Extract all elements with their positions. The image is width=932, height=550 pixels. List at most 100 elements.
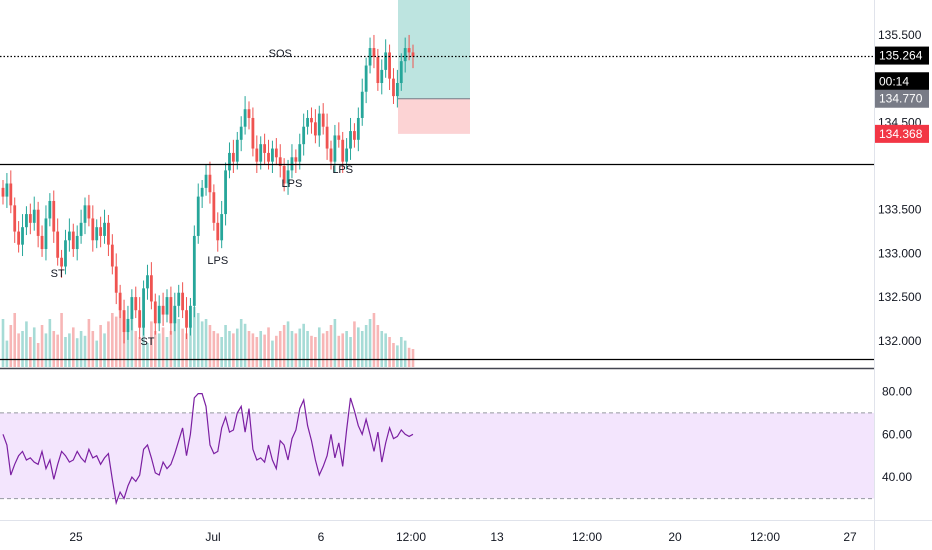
time-tick-label: 6: [318, 530, 325, 544]
volume-bar: [235, 328, 239, 367]
volume-bar: [1, 319, 5, 367]
candle-body: [28, 214, 32, 223]
candle-body: [52, 200, 56, 232]
volume-bar: [157, 333, 161, 367]
candle-body: [138, 310, 142, 328]
volume-bar: [111, 313, 114, 367]
volume-bar: [314, 337, 317, 367]
candle-body: [212, 192, 216, 223]
volume-bar: [290, 331, 294, 367]
volume-bar: [142, 325, 145, 367]
annotation-label: ST: [140, 336, 154, 348]
candle-body: [79, 222, 83, 236]
price-box: [875, 89, 929, 108]
volume-bar: [267, 327, 270, 367]
candle-body: [259, 144, 263, 162]
candle-body: [36, 209, 40, 236]
candle-body: [153, 301, 157, 324]
volume-bar: [396, 345, 399, 367]
candle-body: [67, 231, 71, 241]
candle-body: [114, 266, 118, 293]
candle-body: [177, 292, 181, 306]
volume-bar: [169, 331, 173, 367]
candle-body: [189, 305, 192, 328]
candle-body: [403, 48, 407, 62]
annotation-label: ST: [51, 268, 65, 280]
volume-bar: [239, 319, 243, 367]
volume-bar: [193, 307, 196, 367]
time-tick-label: Jul: [205, 530, 220, 544]
rsi-line[interactable]: [2, 393, 414, 506]
price-box: [875, 124, 929, 143]
candle-body: [161, 305, 165, 315]
volume-bar: [79, 331, 83, 367]
candle-body: [110, 244, 114, 267]
candle-body: [376, 56, 380, 84]
candle-body: [130, 297, 134, 319]
candle-body: [44, 218, 48, 250]
candle-body: [368, 48, 372, 66]
rsi-tick-label: 40.00: [882, 470, 912, 484]
volume-bar: [388, 337, 391, 367]
price-tick-label: 133.000: [878, 246, 922, 260]
candle-body: [204, 174, 208, 188]
volume-bar: [13, 313, 17, 367]
price-box: [875, 72, 929, 91]
rsi-axis[interactable]: 80.00 60.00 40.00: [882, 384, 912, 484]
volume-bar: [126, 325, 130, 367]
volume-bar: [306, 331, 309, 367]
volume-bar: [411, 349, 415, 367]
rsi-tick-label: 80.00: [882, 384, 912, 398]
volume-bar: [181, 328, 184, 367]
horizontal-levels[interactable]: [0, 55, 874, 361]
candle-body: [392, 78, 395, 97]
price-box: [875, 46, 929, 65]
price-box-label: 134.770: [879, 92, 923, 106]
volume-bar: [243, 323, 247, 367]
volume-bar: [32, 327, 36, 367]
volume-bar: [302, 323, 305, 367]
volume-bar: [255, 337, 259, 367]
candle-body: [169, 297, 173, 324]
volume-bar: [150, 321, 153, 367]
price-box-label: 134.368: [879, 127, 923, 141]
candle-body: [353, 131, 356, 140]
volume-bar: [271, 340, 274, 367]
candle-body: [196, 196, 200, 236]
candle-body: [122, 310, 126, 333]
volume-bar: [216, 333, 220, 367]
position-loss-zone[interactable]: [398, 98, 470, 134]
price-tick-label: 132.500: [878, 290, 922, 304]
candle-body: [235, 139, 239, 162]
price-box-label: 135.264: [879, 49, 923, 63]
volume-bar: [228, 331, 231, 367]
time-axis[interactable]: 25 Jul 6 12:00 13 12:00 20 12:00 27: [69, 530, 857, 544]
volume-bar: [95, 340, 99, 367]
volume-bar: [185, 333, 188, 367]
rsi-pane[interactable]: [0, 393, 874, 506]
price-labels: 135.264 00:14 134.770 134.368: [875, 46, 929, 143]
annotations: ST ST LPS LPS LPS SOS: [51, 48, 353, 348]
candle-body: [40, 235, 44, 250]
volume-bar: [29, 337, 32, 367]
candle-body: [239, 126, 243, 140]
volume-bar: [173, 313, 177, 367]
volume-bar: [146, 343, 149, 367]
candle-body: [1, 187, 5, 197]
candle-body: [267, 152, 270, 162]
candle-body: [157, 305, 161, 324]
candle-body: [95, 227, 99, 241]
volume-bar: [118, 307, 122, 367]
candle-body: [286, 170, 290, 184]
volume-bar: [103, 333, 106, 367]
candle-body: [356, 117, 360, 140]
candle-body: [134, 297, 138, 311]
volume-bar: [153, 331, 157, 367]
volume-bar: [372, 313, 376, 367]
volume-bar: [17, 333, 20, 367]
candle-body: [165, 297, 169, 315]
volume-bar: [138, 337, 141, 367]
time-tick-label: 25: [69, 530, 83, 544]
candle-body: [99, 227, 103, 236]
